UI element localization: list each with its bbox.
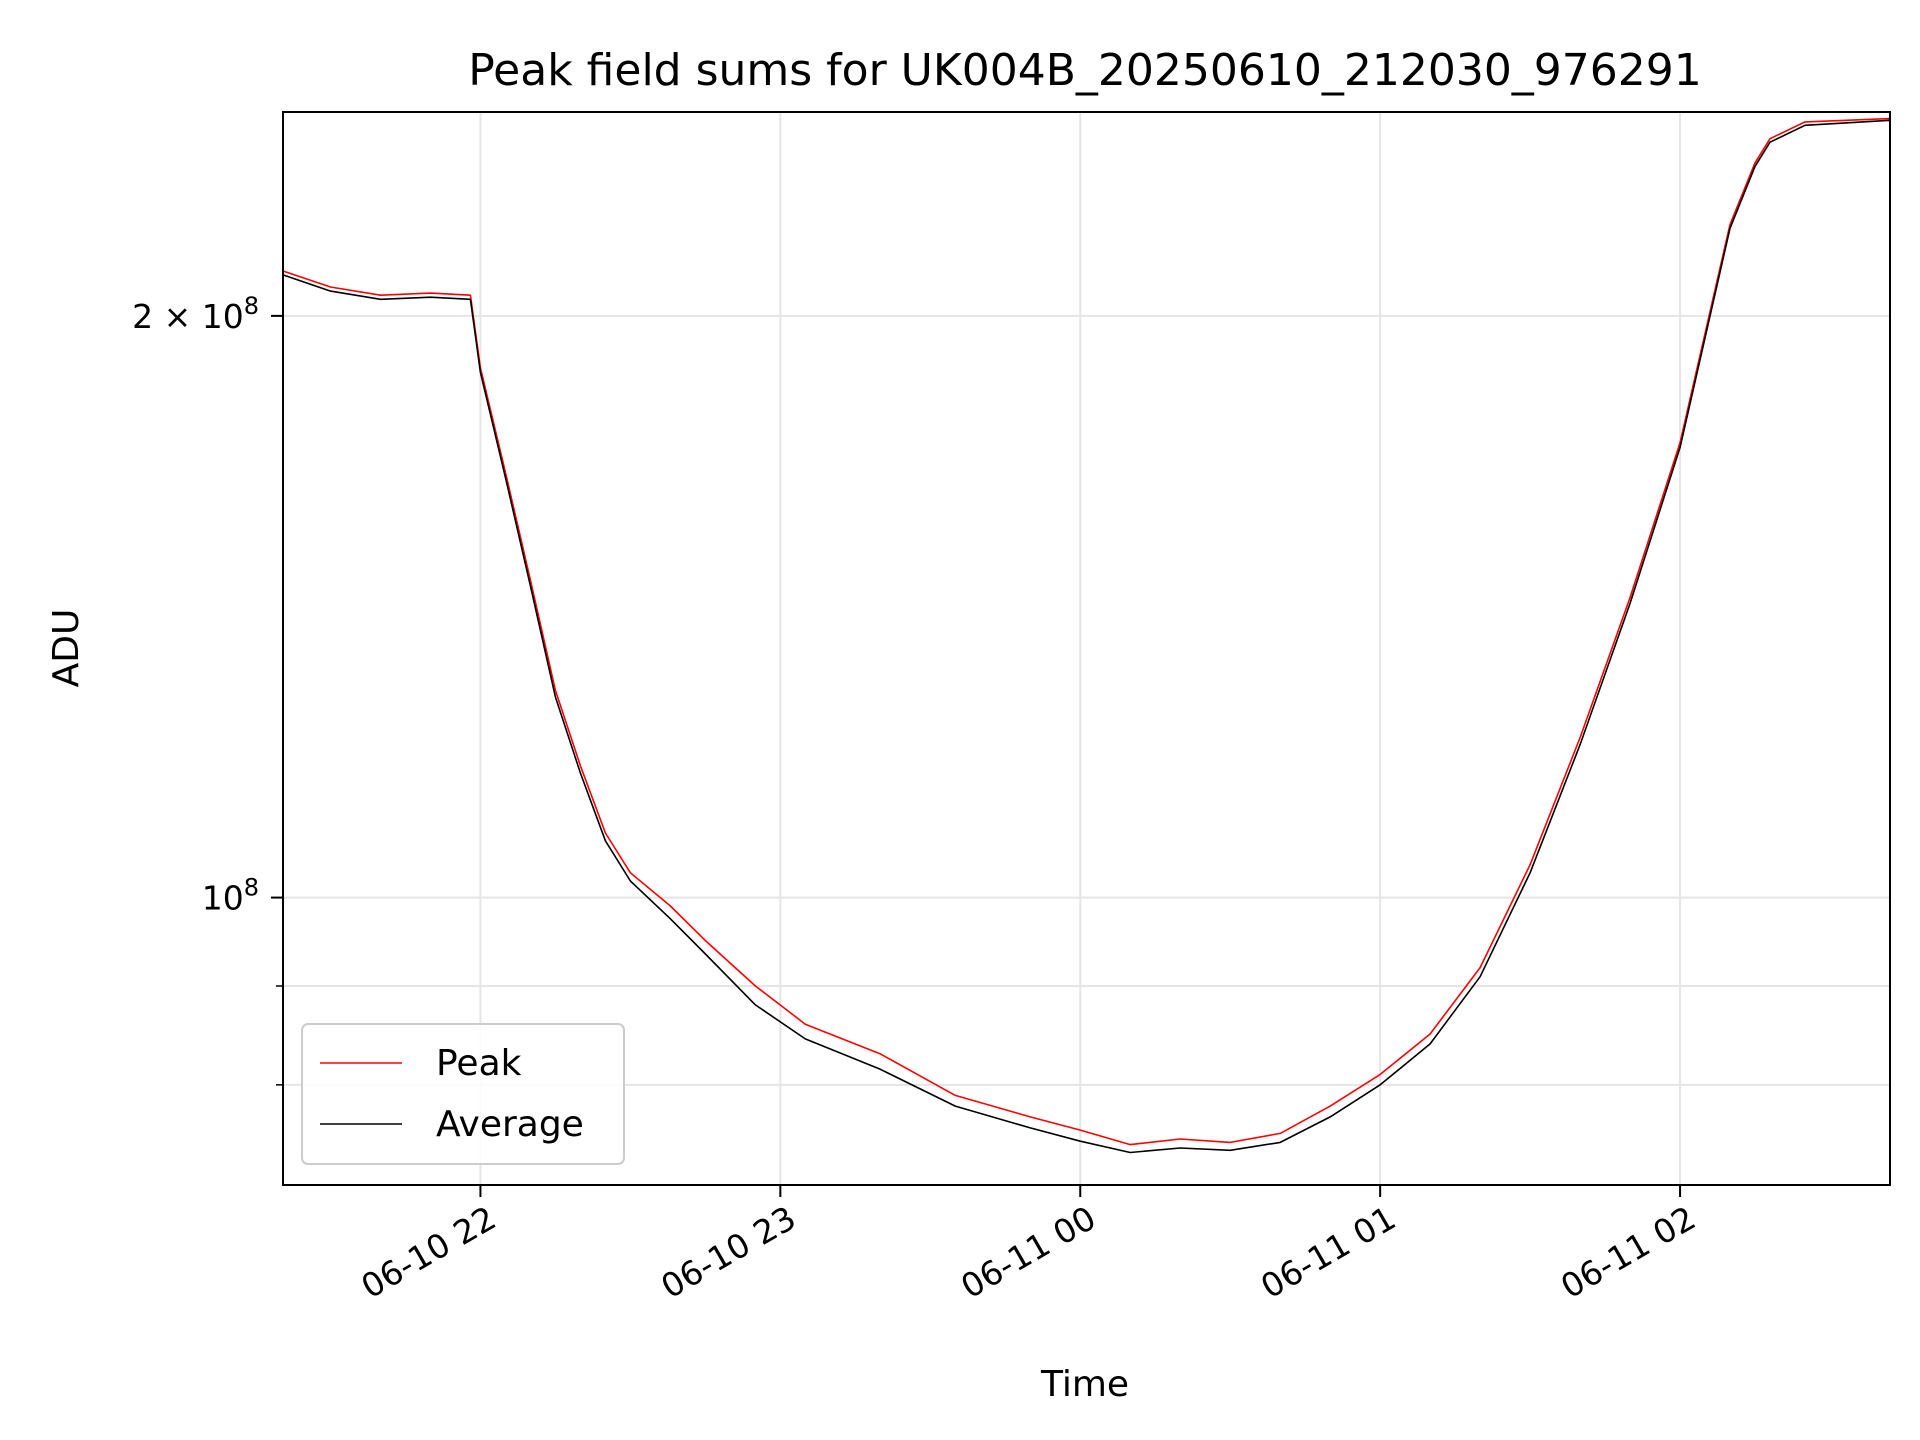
y-tick-base: 10: [202, 297, 244, 336]
legend-label-peak: Peak: [436, 1043, 522, 1084]
x-tick-label: 06-10 22: [354, 1198, 502, 1306]
chart-title: Peak field sums for UK004B_20250610_2120…: [468, 45, 1702, 96]
series-line-peak: [282, 117, 1891, 1146]
x-tick-label: 06-11 00: [954, 1198, 1102, 1306]
series-lines: [282, 117, 1891, 1154]
x-tick-label: 06-10 23: [654, 1198, 802, 1306]
y-tick-exponent: 8: [244, 874, 259, 902]
gridlines: [283, 112, 1890, 1185]
plot-frame: [282, 111, 1891, 1186]
x-axis-label: Time: [1040, 1364, 1129, 1405]
legend: Peak Average: [301, 1023, 625, 1165]
x-tick-label: 06-11 02: [1554, 1198, 1702, 1306]
x-axis-ticks: 06-10 22 06-10 23 06-11 00 06-11 01 06-11 02: [354, 1185, 1702, 1306]
legend-label-average: Average: [436, 1104, 584, 1145]
series-line-average: [282, 119, 1891, 1154]
y-axis-label: ADU: [46, 609, 87, 688]
x-tick-label: 06-11 01: [1254, 1198, 1402, 1306]
y-tick-exponent: 8: [244, 292, 259, 320]
y-tick-multiplier: 2 ×: [132, 297, 202, 336]
y-tick-base: 10: [202, 879, 244, 918]
y-tick-label: 2 × 108: [132, 292, 259, 336]
y-tick-label: 108: [202, 874, 259, 918]
legend-box: [301, 1023, 625, 1165]
